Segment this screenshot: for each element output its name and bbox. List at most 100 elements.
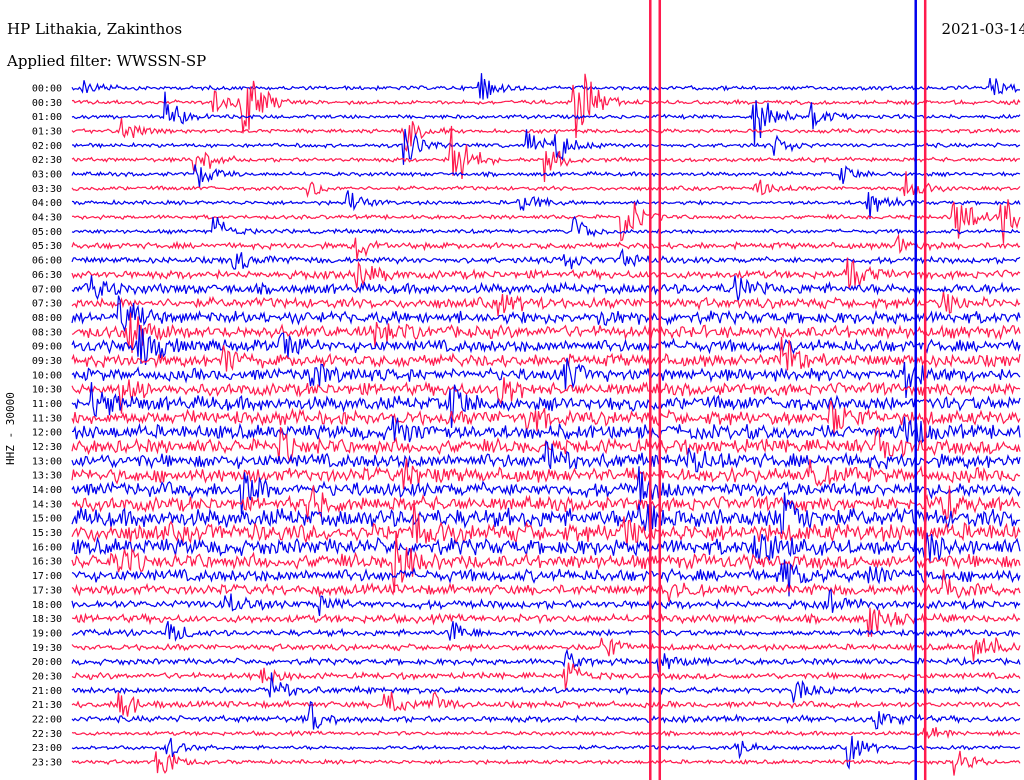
time-tick-label: 06:30	[32, 270, 62, 281]
trace-row-12	[71, 247, 1021, 270]
time-tick-label: 09:00	[32, 342, 62, 353]
trace-row-46	[71, 736, 1021, 770]
trace-row-2	[71, 91, 1021, 145]
trace-row-6	[71, 164, 1021, 188]
trace-row-37	[71, 607, 1021, 637]
tick-label-group: 00:00 00:30 01:00 01:30 02:00 02:30 03:00 03:30…	[32, 84, 62, 769]
trace-row-44	[71, 700, 1021, 730]
trace-row-18	[71, 324, 1021, 366]
time-tick-label: 03:30	[32, 184, 62, 195]
trace-row-31	[71, 500, 1021, 547]
time-tick-label: 16:30	[32, 557, 62, 568]
trace-row-22	[71, 382, 1021, 428]
time-tick-label: 01:00	[32, 112, 62, 123]
time-tick-label: 14:30	[32, 499, 62, 510]
trace-row-24	[71, 415, 1021, 445]
time-tick-label: 20:30	[32, 671, 62, 682]
time-tick-label: 23:30	[32, 758, 62, 769]
trace-row-11	[71, 233, 1021, 260]
time-tick-label: 04:30	[32, 213, 62, 224]
trace-row-14	[71, 275, 1021, 302]
trace-row-8	[71, 190, 1021, 220]
trace-row-21	[71, 377, 1021, 414]
trace-row-23	[71, 400, 1021, 434]
trace-row-17	[71, 312, 1021, 353]
trace-row-30	[71, 492, 1021, 534]
time-tick-label: 03:00	[32, 170, 62, 181]
time-tick-label: 21:30	[32, 700, 62, 711]
time-tick-label: 01:30	[32, 127, 62, 138]
time-tick-label: 11:00	[32, 399, 62, 410]
trace-row-3	[71, 118, 1021, 153]
trace-row-45	[71, 727, 1021, 740]
time-tick-label: 15:30	[32, 528, 62, 539]
time-tick-label: 07:00	[32, 284, 62, 295]
time-tick-label: 17:00	[32, 571, 62, 582]
trace-row-20	[71, 357, 1021, 399]
trace-row-33	[71, 530, 1021, 593]
time-tick-label: 13:00	[32, 456, 62, 467]
trace-row-19	[71, 336, 1021, 372]
trace-row-36	[71, 588, 1021, 616]
time-tick-label: 11:30	[32, 413, 62, 424]
trace-row-42	[71, 672, 1021, 703]
time-tick-label: 10:00	[32, 370, 62, 381]
trace-row-9	[71, 199, 1021, 244]
time-tick-label: 00:00	[32, 84, 62, 95]
trace-row-35	[71, 569, 1021, 602]
trace-row-32	[71, 532, 1021, 564]
time-tick-label: 16:00	[32, 542, 62, 553]
time-tick-label: 10:30	[32, 385, 62, 396]
time-tick-label: 22:30	[32, 729, 62, 740]
filter-label: Applied filter: WWSSN-SP	[7, 52, 207, 70]
trace-row-39	[71, 637, 1021, 662]
trace-row-7	[71, 171, 1021, 199]
trace-row-38	[71, 621, 1021, 642]
time-tick-label: 22:00	[32, 714, 62, 725]
time-tick-label: 21:00	[32, 686, 62, 697]
trace-row-4	[72, 128, 1021, 165]
time-tick-label: 02:30	[32, 155, 62, 166]
time-tick-label: 20:00	[32, 657, 62, 668]
trace-row-41	[71, 662, 1021, 690]
time-tick-label: 00:30	[32, 98, 62, 109]
time-tick-label: 12:30	[32, 442, 62, 453]
time-tick-label: 12:00	[32, 428, 62, 439]
time-tick-label: 07:30	[32, 299, 62, 310]
time-tick-label: 08:30	[32, 327, 62, 338]
time-tick-label: 06:00	[32, 256, 62, 267]
trace-row-47	[71, 750, 1021, 776]
time-tick-label: 08:00	[32, 313, 62, 324]
trace-group	[71, 73, 1021, 776]
trace-row-29	[71, 485, 1021, 523]
time-tick-label: 18:00	[32, 600, 62, 611]
time-tick-label: 09:30	[32, 356, 62, 367]
time-tick-label: 04:00	[32, 198, 62, 209]
trace-row-13	[71, 257, 1021, 289]
trace-row-10	[71, 215, 1021, 238]
time-tick-label: 19:00	[32, 628, 62, 639]
time-tick-label: 17:30	[32, 585, 62, 596]
trace-row-40	[71, 648, 1021, 673]
time-tick-label: 14:00	[32, 485, 62, 496]
station-title: HP Lithakia, Zakinthos	[7, 20, 183, 38]
trace-row-16	[71, 295, 1021, 333]
trace-row-26	[71, 440, 1021, 473]
trace-row-34	[71, 559, 1021, 597]
trace-row-15	[71, 291, 1021, 317]
time-tick-label: 18:30	[32, 614, 62, 625]
trace-row-27	[71, 458, 1021, 490]
time-tick-label: 19:30	[32, 643, 62, 654]
trace-row-43	[71, 691, 1021, 717]
time-tick-label: 05:00	[32, 227, 62, 238]
spike-group	[649, 0, 927, 780]
trace-row-5	[71, 125, 1021, 183]
time-tick-label: 02:00	[32, 141, 62, 152]
trace-row-28	[71, 466, 1021, 514]
trace-row-0	[71, 73, 1020, 100]
time-tick-label: 15:00	[32, 514, 62, 525]
date-label: 2021-03-14	[941, 20, 1024, 38]
time-tick-label: 05:30	[32, 241, 62, 252]
time-tick-label: 23:00	[32, 743, 62, 754]
